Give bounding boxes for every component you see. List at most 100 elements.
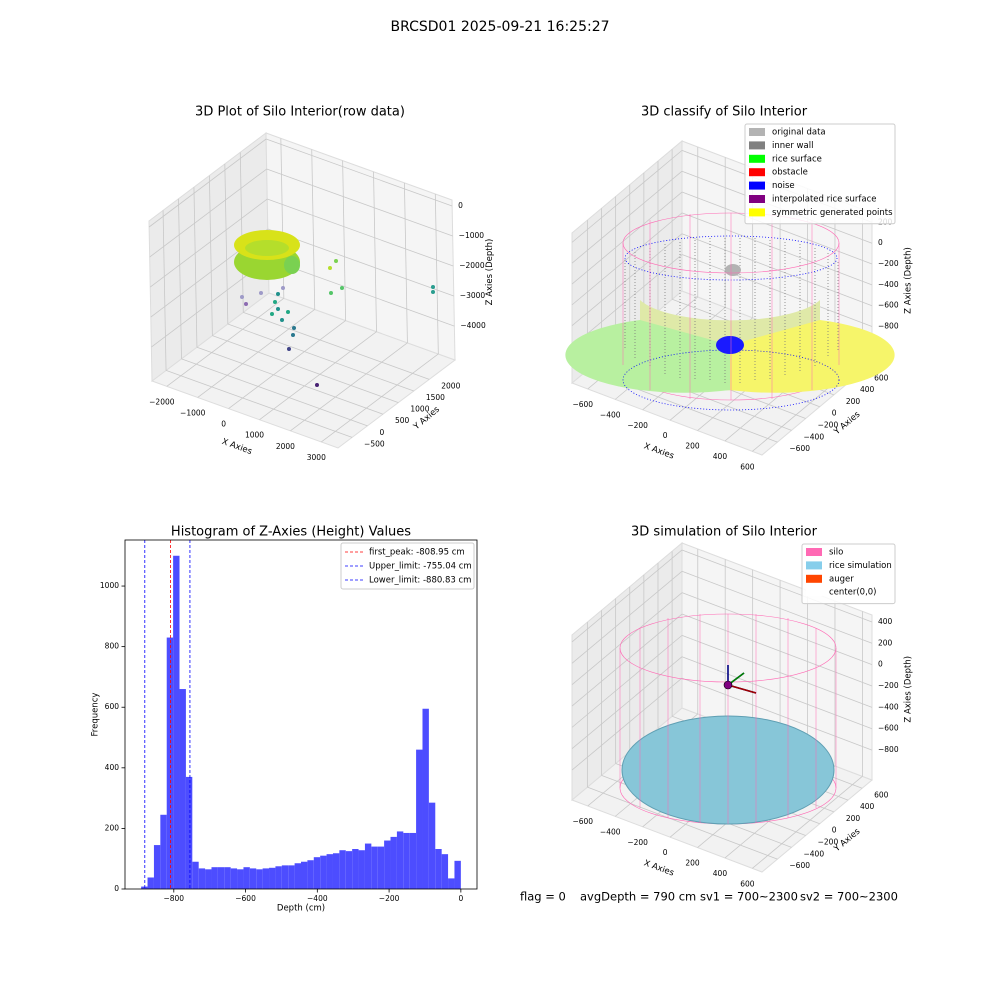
grid-line	[149, 198, 268, 288]
legend-label: original data	[772, 128, 826, 138]
bar	[301, 861, 308, 889]
x-axis-label: Depth (cm)	[277, 904, 325, 914]
grid-line	[681, 677, 873, 751]
bar	[454, 860, 461, 889]
bar	[435, 849, 442, 889]
z-axis-label: Z Axies (Depth)	[904, 247, 914, 314]
bar	[416, 749, 423, 889]
bar	[313, 857, 321, 889]
bar	[262, 868, 270, 889]
bar	[269, 867, 276, 889]
y-tick-label: 2000	[441, 381, 460, 390]
bar	[384, 840, 391, 889]
y-tick-label: −600	[789, 444, 810, 453]
x-tick-label: 0	[663, 431, 668, 440]
y-tick-label: 200	[846, 814, 861, 823]
y-tick-label: 1000	[410, 405, 429, 414]
grid-line	[681, 233, 873, 307]
x-tick-label: −400	[600, 827, 621, 836]
legend-swatch	[749, 181, 765, 190]
grid-line	[571, 677, 683, 771]
point-cloud	[234, 230, 435, 387]
footer-text: sv1 = 700~2300	[700, 890, 798, 904]
grid-line	[243, 311, 430, 380]
grid-line	[681, 613, 873, 687]
legend-label: rice surface	[772, 154, 822, 164]
bar	[294, 863, 301, 889]
legend-label: inner wall	[772, 141, 813, 151]
grid-line	[571, 570, 683, 664]
legend-swatch	[749, 128, 765, 136]
point	[259, 291, 263, 295]
grid-line	[321, 353, 439, 443]
y-tick-label: −600	[789, 861, 810, 870]
silo-wire	[619, 614, 837, 824]
x-tick-label: −400	[600, 410, 621, 419]
bar	[249, 868, 257, 889]
point	[328, 266, 332, 270]
point	[244, 302, 248, 306]
point	[240, 295, 244, 299]
grid-line	[193, 187, 198, 348]
grid-line	[197, 309, 315, 398]
plot-frame	[124, 539, 478, 890]
y-tick-label: 600	[105, 702, 120, 711]
z-tick-label: 200	[878, 638, 893, 647]
y-tick-label: 200	[846, 397, 861, 406]
symmetric-points	[730, 320, 895, 393]
original-points	[725, 264, 741, 276]
bar	[448, 878, 455, 889]
bar	[307, 860, 314, 889]
legend-swatch	[749, 208, 765, 217]
z-axis-label: Z Axies (Depth)	[904, 656, 914, 723]
legend-swatch	[806, 588, 822, 597]
bar	[358, 850, 365, 889]
x-tick-label: 0	[221, 420, 226, 429]
grid-line	[265, 138, 453, 207]
footer-text: avgDepth = 790 cm	[580, 890, 696, 904]
grid-line	[268, 258, 455, 327]
y-tick-label: 200	[105, 823, 120, 832]
x-tick-label: 0	[663, 848, 668, 857]
bar	[166, 637, 174, 889]
bar	[352, 849, 359, 889]
bar	[160, 814, 167, 889]
axes-title: 3D Plot of Silo Interior(row data)	[195, 105, 405, 120]
grid-line	[228, 320, 346, 409]
point	[273, 300, 277, 304]
point	[276, 307, 280, 311]
legend-label: interpolated rice surface	[772, 195, 877, 205]
z-tick-label: 0	[458, 201, 463, 210]
legend-box	[801, 543, 896, 605]
axis-arrow	[727, 684, 757, 694]
point	[286, 310, 290, 314]
point	[291, 333, 295, 337]
legend-label: auger	[829, 574, 854, 584]
point	[292, 326, 296, 330]
grid-line	[571, 656, 683, 750]
grid-line	[148, 138, 267, 228]
y-tick-label: −400	[804, 432, 825, 441]
bar	[403, 832, 410, 889]
point-cloud	[565, 212, 895, 411]
legends: original data inner wall rice surface obsta…	[744, 123, 896, 605]
grid-line	[571, 191, 683, 285]
x-tick-label: −400	[307, 894, 328, 903]
bar	[422, 708, 429, 889]
grid-line	[239, 152, 244, 313]
bar	[141, 886, 148, 889]
axes-title: 3D classify of Silo Interior	[641, 105, 808, 120]
grid-line	[266, 168, 453, 237]
bar	[147, 877, 154, 889]
grid-line	[571, 170, 683, 264]
z-tick-label: −800	[878, 322, 899, 331]
footer-text: flag = 0	[520, 890, 566, 904]
grid-line	[571, 635, 683, 728]
legend-label: Lower_limit: -880.83 cm	[369, 576, 471, 586]
z-tick-label: −1000	[459, 231, 485, 240]
y-tick-label: 400	[860, 802, 875, 811]
grid-line	[227, 323, 414, 392]
legend-label: silo	[829, 548, 843, 558]
point	[334, 259, 338, 263]
legend-swatch	[749, 154, 765, 163]
